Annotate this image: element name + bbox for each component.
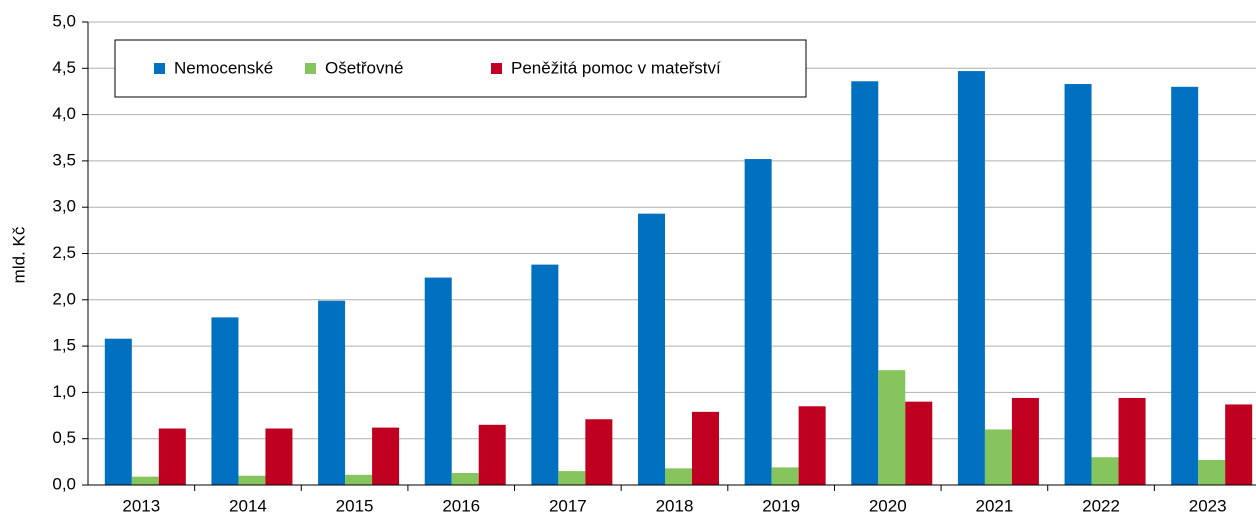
y-tick-label: 2,5 [52,243,76,262]
y-tick-label: 3,0 [52,197,76,216]
bar [665,468,692,485]
bar [345,474,373,485]
bar [131,476,159,485]
x-tick-label: 2020 [869,496,907,515]
bar [478,424,506,485]
bar [1011,397,1039,485]
bar [318,300,346,485]
bar [211,317,239,485]
bar [692,411,719,485]
bar [158,428,186,485]
bar [1225,404,1253,485]
bar [798,406,826,485]
y-tick-label: 2,0 [52,289,76,308]
x-tick-label: 2019 [762,496,800,515]
bar [905,401,933,485]
bar [638,213,665,485]
legend-swatch [305,63,316,74]
bar [957,71,985,485]
legend-label: Ošetřovné [325,58,403,77]
x-tick-label: 2021 [975,496,1013,515]
y-tick-label: 3,5 [52,150,76,169]
y-tick-label: 1,0 [52,382,76,401]
bar [1118,397,1146,485]
bar [878,370,906,485]
y-tick-label: 1,5 [52,336,76,355]
x-tick-label: 2016 [442,496,480,515]
x-tick-label: 2022 [1082,496,1120,515]
bar [104,338,132,485]
legend-box [114,39,807,98]
bar [372,427,400,485]
x-tick-label: 2018 [656,496,694,515]
legend-label: Peněžitá pomoc v mateřství [511,58,721,77]
x-tick-label: 2014 [229,496,267,515]
x-tick-label: 2017 [549,496,587,515]
bar [1091,457,1119,485]
bar [771,467,799,485]
x-tick-label: 2015 [336,496,374,515]
y-tick-label: 4,5 [52,58,76,77]
bar [585,419,613,485]
bar [265,428,293,485]
bar [851,81,879,485]
legend-swatch [154,63,165,74]
legend-label: Nemocenské [174,58,273,77]
bar [424,277,452,485]
bar [238,475,266,485]
x-tick-label: 2023 [1189,496,1227,515]
y-tick-label: 0,5 [52,428,76,447]
bar [531,264,559,485]
x-tick-label: 2013 [122,496,160,515]
bar [451,472,479,485]
y-axis-label: mld. Kč [9,226,28,283]
bar [1064,84,1092,486]
y-tick-label: 5,0 [52,11,76,30]
bar [984,429,1012,485]
bar [558,471,586,485]
bar [1171,86,1199,485]
y-tick-label: 4,0 [52,104,76,123]
bar [1198,459,1226,485]
bar [744,159,772,485]
legend-swatch [491,63,502,74]
y-tick-label: 0,0 [52,474,76,493]
